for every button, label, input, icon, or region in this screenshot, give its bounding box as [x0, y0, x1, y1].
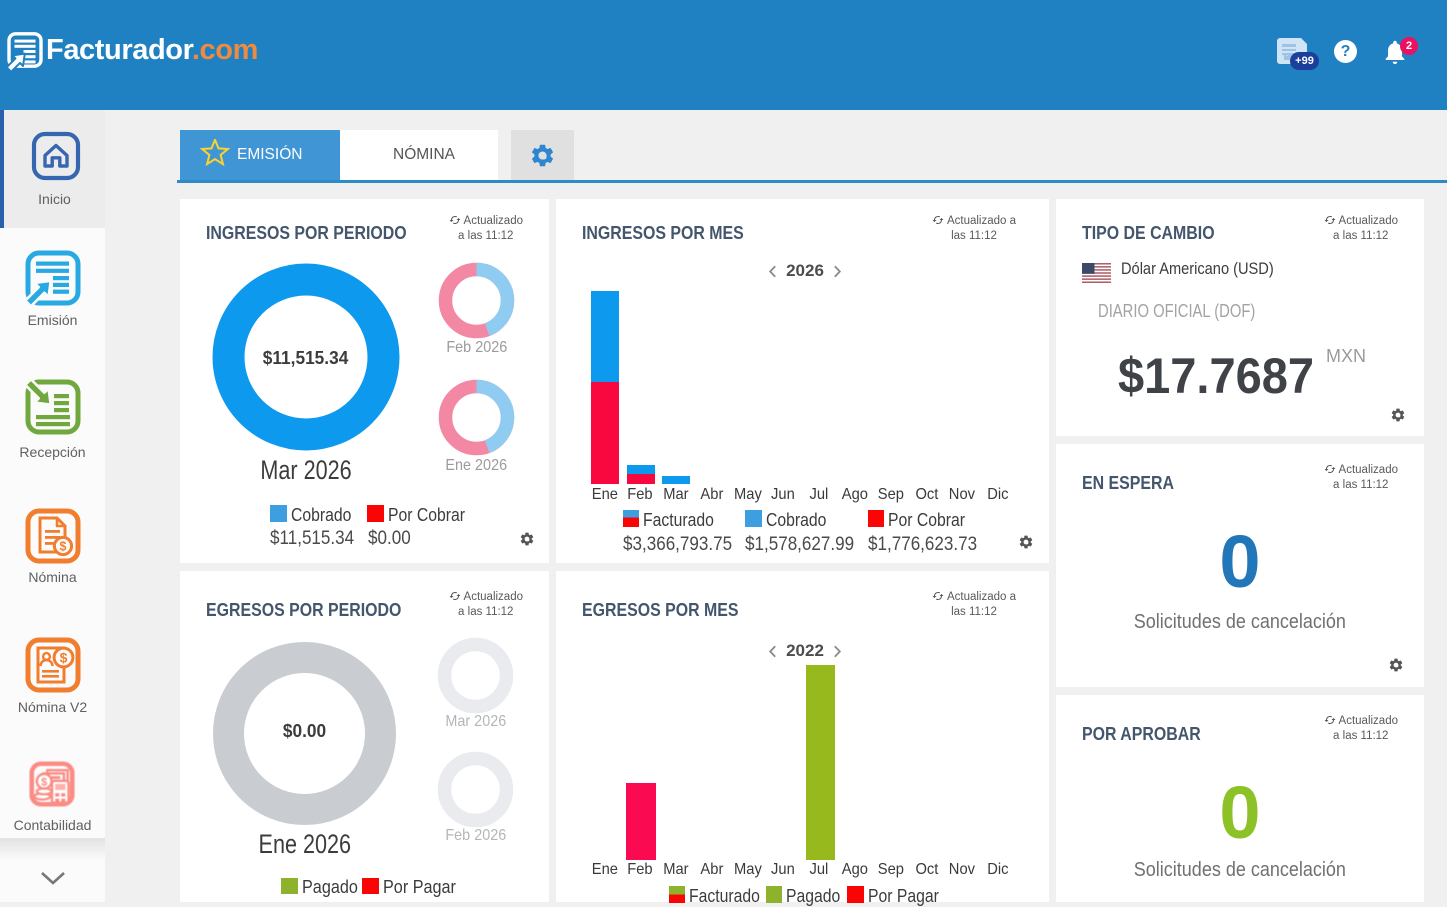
- svg-text:$: $: [41, 776, 47, 788]
- svg-text:$: $: [60, 650, 68, 666]
- svg-text:$: $: [60, 540, 67, 554]
